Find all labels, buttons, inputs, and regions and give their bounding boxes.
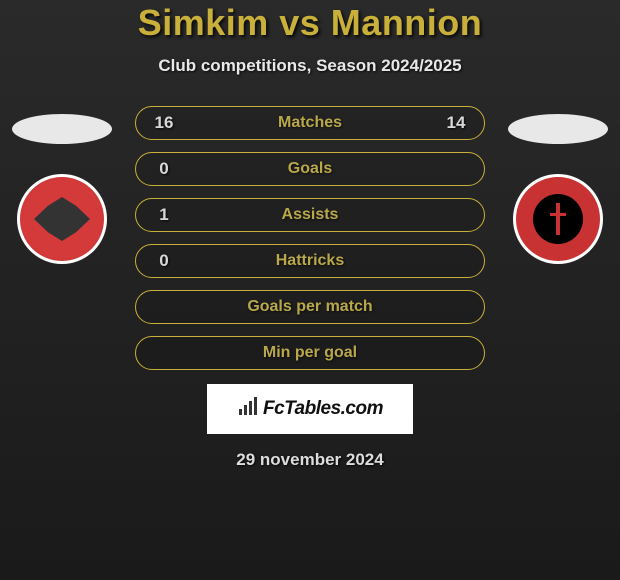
content-row: 16 Matches 14 0 Goals 1 Assists 0 Hattri…	[0, 106, 620, 370]
walsall-bird-icon	[34, 197, 90, 241]
date-text: 29 november 2024	[236, 450, 383, 470]
left-column	[7, 106, 117, 264]
stat-row-hattricks: 0 Hattricks	[135, 244, 485, 278]
stat-left-value: 16	[152, 113, 176, 133]
stat-row-goals: 0 Goals	[135, 152, 485, 186]
comparison-card: Simkim vs Mannion Club competitions, Sea…	[0, 0, 620, 580]
stats-column: 16 Matches 14 0 Goals 1 Assists 0 Hattri…	[135, 106, 485, 370]
stat-label: Min per goal	[176, 344, 444, 362]
stat-label: Matches	[176, 114, 444, 132]
right-ellipse-icon	[508, 114, 608, 144]
stat-right-value: 14	[444, 113, 468, 133]
subtitle: Club competitions, Season 2024/2025	[158, 56, 461, 76]
stat-label: Assists	[176, 206, 444, 224]
page-title: Simkim vs Mannion	[138, 2, 483, 44]
right-club-badge	[513, 174, 603, 264]
chart-icon	[237, 397, 259, 421]
stat-left-value: 0	[152, 159, 176, 179]
stat-label: Hattricks	[176, 252, 444, 270]
left-club-badge	[17, 174, 107, 264]
left-ellipse-icon	[12, 114, 112, 144]
charlton-circle-icon	[533, 194, 583, 244]
stat-row-min-per-goal: Min per goal	[135, 336, 485, 370]
stat-left-value: 0	[152, 251, 176, 271]
watermark-box[interactable]: FcTables.com	[207, 384, 413, 434]
stat-left-value: 1	[152, 205, 176, 225]
stat-label: Goals	[176, 160, 444, 178]
watermark-text: FcTables.com	[263, 398, 383, 420]
stat-row-matches: 16 Matches 14	[135, 106, 485, 140]
stat-row-assists: 1 Assists	[135, 198, 485, 232]
right-column	[503, 106, 613, 264]
stat-label: Goals per match	[176, 298, 444, 316]
charlton-sword-icon	[556, 203, 560, 235]
stat-row-goals-per-match: Goals per match	[135, 290, 485, 324]
